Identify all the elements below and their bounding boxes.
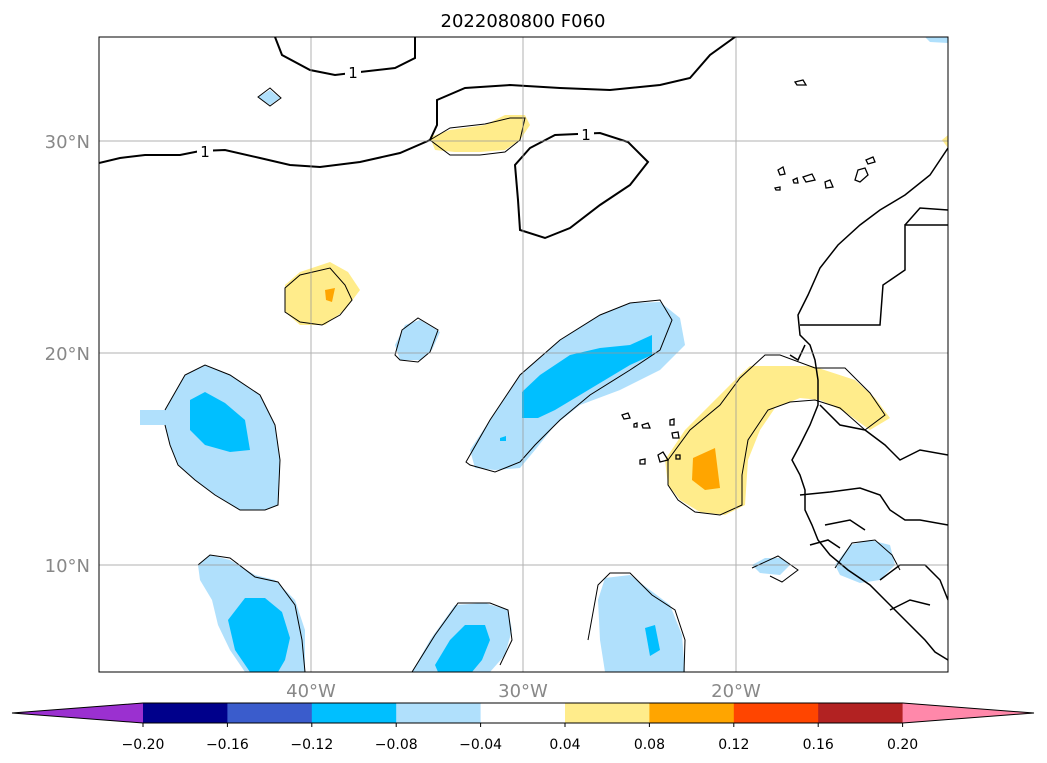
colorbar-extend-low (12, 703, 143, 723)
lat-label-20n: 20°N (45, 344, 90, 365)
contour-label: 1 (581, 126, 591, 144)
colorbar-segment (143, 703, 228, 723)
colorbar-tick-label: −0.16 (206, 737, 249, 753)
colorbar-tick-label: 0.04 (549, 737, 580, 753)
colorbar-segment (480, 703, 566, 723)
pressure-contour-labels: 1 1 1 (197, 64, 594, 161)
contour-label: 1 (348, 64, 358, 82)
colorbar-tick-label: −0.12 (290, 737, 333, 753)
colorbar-segment (818, 703, 904, 723)
colorbar-tick-label: 0.08 (634, 737, 665, 753)
colorbar (11, 702, 1035, 724)
colorbar-tick-label: 0.16 (803, 737, 834, 753)
anomaly-fill-blue (190, 335, 660, 672)
colorbar-segment (396, 703, 482, 723)
map-gridlines (99, 37, 948, 672)
lon-label-30w: 30°W (498, 681, 548, 702)
colorbar-segment (649, 703, 735, 723)
map-panel: 1 1 1 (99, 37, 948, 672)
colorbar-tick-label: −0.04 (459, 737, 502, 753)
contour-label: 1 (200, 143, 210, 161)
colorbar-extend-high (902, 703, 1034, 723)
colorbar-tick-label: 0.12 (718, 737, 749, 753)
colorbar-tick-label: −0.08 (375, 737, 418, 753)
lon-label-40w: 40°W (286, 681, 336, 702)
colorbar-segment (733, 703, 819, 723)
colorbar-segment (227, 703, 313, 723)
lat-label-10n: 10°N (45, 556, 90, 577)
anomaly-fill-orange (325, 288, 720, 490)
colorbar-tick-label: 0.20 (887, 737, 918, 753)
colorbar-ticks: −0.20 −0.16 −0.12 −0.08 −0.04 0.04 0.08 0.12 0.1… (122, 723, 918, 753)
colorbar-segment (311, 703, 397, 723)
map-title: 2022080800 F060 (441, 11, 606, 32)
islands (621, 79, 876, 465)
lon-label-20w: 20°W (711, 681, 761, 702)
lat-label-30n: 30°N (45, 132, 90, 153)
colorbar-tick-label: −0.20 (122, 737, 165, 753)
map-border (98, 36, 949, 673)
colorbar-segment (565, 703, 650, 723)
